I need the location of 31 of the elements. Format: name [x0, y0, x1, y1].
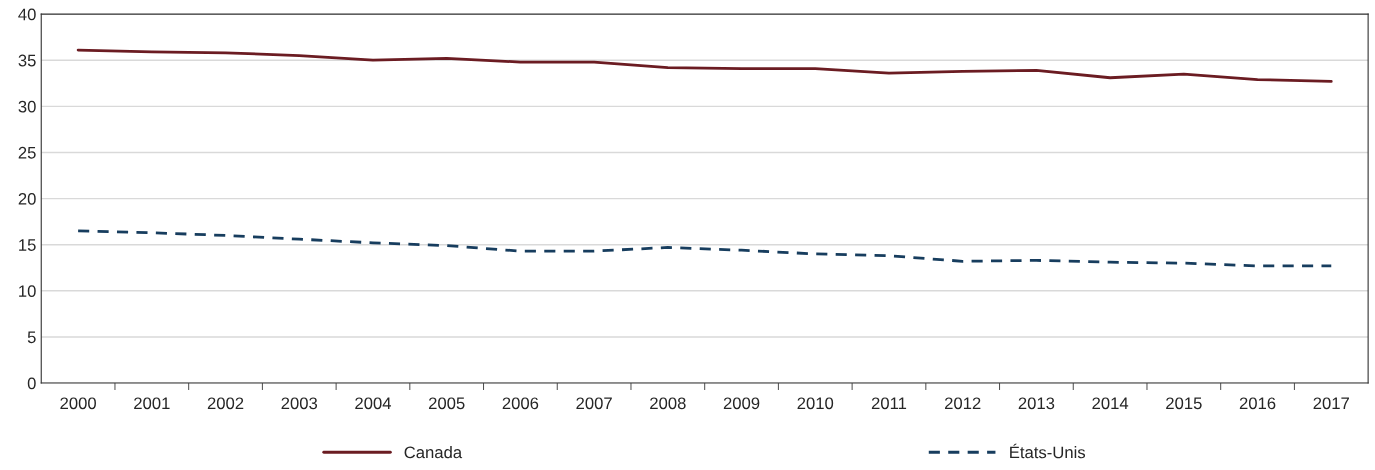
x-tick-label: 2012	[944, 397, 981, 410]
line-series	[76, 229, 1333, 268]
y-tick-label: 40	[18, 8, 36, 21]
x-tick-label: 2008	[650, 397, 686, 410]
x-tick-label: 2016	[1239, 397, 1276, 410]
x-tick-label: 2013	[1018, 397, 1055, 410]
y-tick-label: 35	[18, 54, 36, 67]
y-tick-label: 25	[18, 146, 36, 159]
x-tick-label: 2005	[428, 397, 465, 410]
legend-label: États-Unis	[1010, 443, 1086, 459]
x-tick-label: 2006	[502, 397, 539, 410]
x-tick-label: 2000	[60, 397, 96, 410]
x-tick-label: 2007	[576, 397, 612, 410]
legend-label: Canada	[404, 446, 463, 459]
y-tick-label: 20	[18, 192, 36, 205]
x-tick-label: 2001	[134, 397, 170, 410]
y-tick-label: 30	[18, 100, 36, 113]
x-tick-label: 2014	[1092, 397, 1129, 410]
x-tick-label: 2002	[207, 397, 244, 410]
y-tick-label: 0	[27, 377, 36, 390]
x-tick-label: 2017	[1313, 397, 1349, 410]
y-tick-label: 15	[19, 239, 36, 251]
y-tick-label: 10	[19, 285, 36, 298]
x-tick-label: 2009	[723, 397, 760, 410]
x-tick-label: 2004	[355, 397, 392, 410]
x-tick-label: 2003	[281, 397, 318, 410]
x-tick-label: 2011	[871, 397, 907, 410]
x-tick-label: 2010	[797, 397, 834, 410]
line-series	[76, 48, 1333, 83]
y-tick-label: 5	[27, 331, 36, 344]
x-tick-label: 2015	[1166, 397, 1202, 410]
